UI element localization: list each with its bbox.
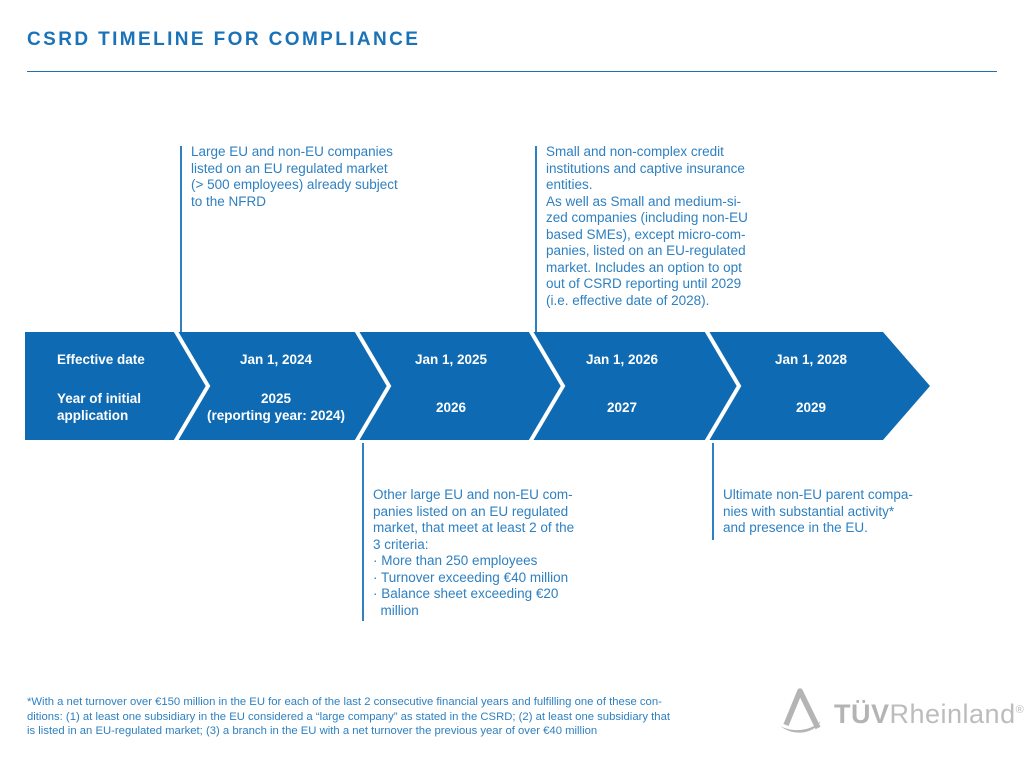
annotation-other-large-companies: Other large EU and non-EU com- panies li…: [373, 487, 575, 618]
page-title: CSRD TIMELINE FOR COMPLIANCE: [27, 29, 421, 50]
timeline-date-2024: Jan 1, 2024: [239, 352, 313, 367]
annotation-nfrd-companies: Large EU and non-EU companies listed on …: [191, 144, 398, 209]
connector-line-bottom-right: [712, 443, 714, 540]
chevron-separator-4: [704, 332, 742, 440]
logo-text-rheinland: Rheinland: [889, 699, 1016, 729]
registered-trademark-icon: ®: [1015, 704, 1024, 716]
timeline-arrow-band: [25, 332, 930, 440]
annotation-non-eu-parent-companies: Ultimate non-EU parent compa- nies with …: [723, 487, 913, 535]
connector-line-top-left: [180, 146, 182, 332]
chevron-separator-1: [173, 332, 211, 440]
timeline-year-2026: 2026: [435, 400, 467, 415]
timeline-band-shape: [25, 332, 930, 440]
title-underline-rule: [27, 71, 997, 72]
connector-line-top-right: [535, 146, 537, 332]
footnote: *With a net turnover over €150 million i…: [27, 696, 670, 738]
connector-line-bottom-left: [362, 443, 364, 621]
timeline-date-2026: Jan 1, 2026: [585, 352, 659, 367]
timeline-date-2025: Jan 1, 2025: [414, 352, 488, 367]
annotation-sme-credit-institutions: Small and non-complex credit institution…: [546, 144, 748, 308]
tuv-rheinland-triangle-icon: [780, 688, 821, 733]
timeline-row2-header: Year of initial application: [57, 391, 142, 423]
tuv-rheinland-logo: TÜVRheinland®: [778, 686, 1024, 738]
timeline-row1-header: Effective date: [57, 352, 145, 367]
timeline-year-2027: 2027: [606, 400, 638, 415]
chevron-separator-3: [528, 332, 566, 440]
timeline-year-2025: 2025 (reporting year: 2024): [206, 391, 346, 423]
timeline-year-2029: 2029: [795, 400, 827, 415]
chevron-separator-2: [354, 332, 392, 440]
timeline-date-2028: Jan 1, 2028: [774, 352, 848, 367]
logo-text-tuv: TÜV: [834, 699, 890, 729]
tuv-rheinland-wordmark: TÜVRheinland®: [834, 699, 1024, 730]
